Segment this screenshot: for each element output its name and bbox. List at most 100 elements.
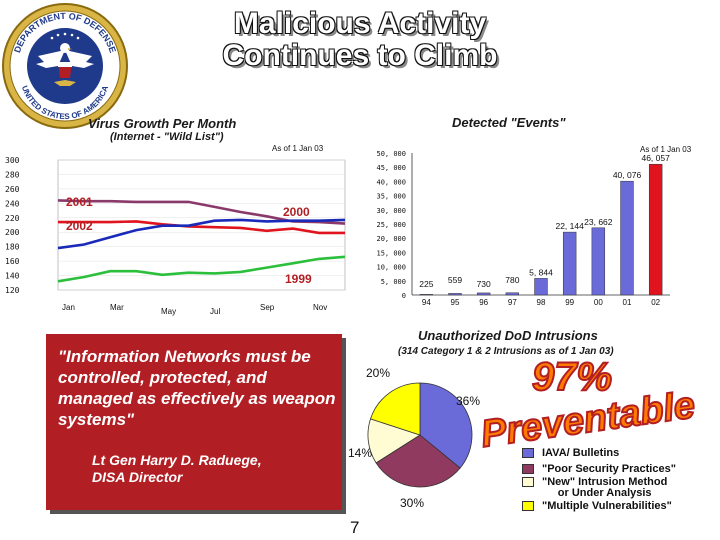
x-tick-label: Nov bbox=[313, 303, 327, 312]
y-tick-label: 120 bbox=[5, 286, 20, 295]
intrusions-pie-chart: 36% 30% 14% 20% bbox=[348, 366, 480, 510]
y-tick-label: 30, 000 bbox=[376, 207, 406, 215]
pie-slice-label: 30% bbox=[400, 496, 424, 510]
y-tick-label: 140 bbox=[5, 272, 20, 281]
y-tick-label: 200 bbox=[5, 228, 20, 237]
bar bbox=[419, 294, 434, 296]
bar-chart-title: Detected "Events" bbox=[452, 115, 566, 130]
x-tick-label: 97 bbox=[508, 298, 517, 307]
legend-label: "New" Intrusion Method or Under Analysis bbox=[542, 477, 667, 499]
series-line-2002 bbox=[58, 220, 345, 235]
page-title: Malicious Activity Continues to Climb bbox=[170, 8, 550, 72]
events-bar-chart: 50, 000 45, 000 40, 000 35, 000 30, 000 25, 0… bbox=[376, 150, 670, 307]
legend-swatch bbox=[522, 448, 534, 458]
legend-swatch bbox=[522, 464, 534, 474]
bar-value-label: 225 bbox=[419, 279, 433, 289]
legend-item-poor-security: "Poor Security Practices" bbox=[522, 464, 718, 475]
y-tick-label: 280 bbox=[5, 170, 20, 179]
pie-slice-label: 36% bbox=[456, 394, 480, 408]
x-tick-label: Jul bbox=[210, 307, 220, 316]
stars-icon bbox=[50, 32, 80, 40]
line-chart-title: Virus Growth Per Month bbox=[88, 116, 237, 131]
bar bbox=[591, 227, 606, 296]
y-tick-label: 35, 000 bbox=[376, 193, 406, 201]
y-tick-label: 10, 000 bbox=[376, 264, 406, 272]
x-tick-label: May bbox=[161, 307, 176, 316]
y-tick-label: 5, 000 bbox=[381, 278, 406, 286]
pie-slice-label: 14% bbox=[348, 446, 372, 460]
preventable-callout: 97% Preventable bbox=[480, 354, 699, 450]
x-tick-label: Jan bbox=[62, 303, 75, 312]
x-tick-label: 95 bbox=[451, 298, 460, 307]
x-tick-label: 96 bbox=[479, 298, 488, 307]
bar-value-label: 22, 144 bbox=[555, 221, 584, 231]
line-chart-subtitle: (Internet - "Wild List") bbox=[110, 131, 224, 143]
pie-slice-label: 20% bbox=[366, 366, 390, 380]
pie-slice bbox=[375, 434, 461, 488]
pie-chart-subtitle: (314 Category 1 & 2 Intrusions as of 1 J… bbox=[398, 346, 614, 357]
legend-item-iava: IAVA/ Bulletins bbox=[522, 448, 718, 459]
y-tick-label: 160 bbox=[5, 257, 20, 266]
bar-value-label: 780 bbox=[505, 275, 519, 285]
y-tick-label: 20, 000 bbox=[376, 235, 406, 243]
y-tick-label: 50, 000 bbox=[376, 150, 406, 158]
plot-area bbox=[57, 159, 346, 291]
series-label-2002: 2002 bbox=[66, 219, 93, 233]
series-line-1999 bbox=[57, 255, 346, 283]
page-number: 7 bbox=[350, 518, 360, 537]
bar bbox=[620, 180, 634, 296]
line-chart-note: As of 1 Jan 03 bbox=[272, 144, 324, 153]
y-tick-label: 40, 000 bbox=[376, 178, 406, 186]
y-tick-label: 25, 000 bbox=[376, 221, 406, 229]
pie-slice bbox=[369, 382, 421, 436]
bar bbox=[448, 293, 462, 296]
title-line-2: Continues to Climb bbox=[222, 39, 498, 72]
legend-item-multiple: "Multiple Vulnerabilities" bbox=[522, 501, 718, 512]
series-label-1999: 1999 bbox=[285, 272, 312, 286]
series-label-2001: 2001 bbox=[66, 195, 93, 209]
series-line-2000 bbox=[57, 218, 346, 250]
y-tick-label: 45, 000 bbox=[376, 164, 406, 172]
bar-chart-note: As of 1 Jan 03 bbox=[640, 145, 692, 154]
pie-legend: IAVA/ Bulletins "Poor Security Practices… bbox=[522, 448, 718, 512]
series-label-2000: 2000 bbox=[283, 205, 310, 219]
callout-percent: 97% bbox=[532, 355, 612, 399]
bar-value-label: 46, 057 bbox=[641, 153, 670, 163]
author-name: Lt Gen Harry D. Raduege, bbox=[92, 452, 262, 468]
y-tick-label: 180 bbox=[5, 243, 20, 252]
bar bbox=[648, 163, 663, 296]
pie-chart-title: Unauthorized DoD Intrusions bbox=[418, 328, 598, 343]
legend-swatch bbox=[522, 477, 534, 487]
bar bbox=[562, 231, 577, 296]
bar-value-label: 23, 662 bbox=[584, 217, 613, 227]
legend-label: IAVA/ Bulletins bbox=[542, 447, 620, 459]
y-tick-label: 260 bbox=[5, 185, 20, 194]
y-tick-label: 300 bbox=[5, 156, 20, 165]
legend-item-new-method: "New" Intrusion Method or Under Analysis bbox=[522, 477, 718, 499]
title-line-1: Malicious Activity bbox=[233, 7, 487, 40]
x-tick-label: 01 bbox=[623, 298, 632, 307]
legend-label: "Poor Security Practices" bbox=[542, 463, 676, 475]
x-tick-label: 00 bbox=[594, 298, 603, 307]
x-tick-label: 99 bbox=[565, 298, 574, 307]
bar-value-label: 40, 076 bbox=[613, 170, 642, 180]
x-tick-label: 94 bbox=[422, 298, 431, 307]
x-tick-label: 02 bbox=[651, 298, 660, 307]
y-tick-label: 240 bbox=[5, 199, 20, 208]
bar-value-label: 5, 844 bbox=[529, 267, 553, 277]
author-title: DISA Director bbox=[92, 469, 183, 485]
legend-label-line1: "New" Intrusion Method bbox=[542, 476, 668, 488]
dod-seal: DEPARTMENT OF DEFENSE UNITED STATES OF A… bbox=[2, 3, 128, 129]
pie-slice bbox=[419, 382, 473, 469]
x-tick-label: Mar bbox=[110, 303, 124, 312]
quote-text: "Information Networks must be controlled… bbox=[58, 347, 336, 429]
bar bbox=[534, 278, 548, 296]
y-tick-label: 0 bbox=[402, 292, 406, 300]
bar-value-label: 730 bbox=[477, 279, 491, 289]
bar bbox=[476, 292, 491, 296]
x-tick-label: 98 bbox=[537, 298, 546, 307]
virus-growth-chart: 300 280 260 240 220 200 180 160 140 120 Jan Mar May J… bbox=[5, 156, 346, 316]
legend-swatch bbox=[522, 501, 534, 511]
x-tick-label: Sep bbox=[260, 303, 275, 312]
bar bbox=[505, 292, 520, 296]
